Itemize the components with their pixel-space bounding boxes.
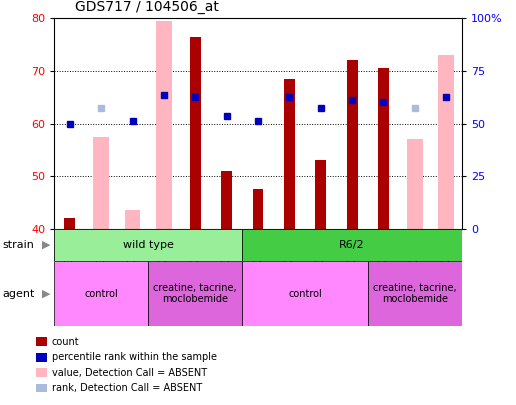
Text: percentile rank within the sample: percentile rank within the sample	[52, 352, 217, 362]
Bar	[347, 60, 358, 229]
Bar	[252, 189, 264, 229]
Bar	[315, 160, 326, 229]
Bar	[125, 211, 140, 229]
Text: ▶: ▶	[42, 289, 51, 298]
Bar	[221, 171, 232, 229]
Text: value, Detection Call = ABSENT: value, Detection Call = ABSENT	[52, 368, 207, 377]
Text: agent: agent	[3, 289, 35, 298]
Bar	[438, 55, 454, 229]
Text: R6/2: R6/2	[339, 240, 365, 250]
Text: rank, Detection Call = ABSENT: rank, Detection Call = ABSENT	[52, 383, 202, 393]
Text: creatine, tacrine,
moclobemide: creatine, tacrine, moclobemide	[373, 283, 457, 305]
Bar	[368, 261, 462, 326]
Bar	[156, 21, 172, 229]
Text: strain: strain	[3, 240, 35, 250]
Bar	[93, 137, 109, 229]
Bar	[378, 68, 389, 229]
Bar	[190, 36, 201, 229]
Text: control: control	[84, 289, 118, 298]
Bar	[54, 261, 148, 326]
Text: creatine, tacrine,
moclobemide: creatine, tacrine, moclobemide	[153, 283, 237, 305]
Bar	[54, 229, 243, 261]
Bar	[64, 218, 75, 229]
Text: GDS717 / 104506_at: GDS717 / 104506_at	[74, 0, 218, 15]
Text: ▶: ▶	[42, 240, 51, 250]
Text: count: count	[52, 337, 79, 347]
Text: wild type: wild type	[123, 240, 174, 250]
Bar	[284, 79, 295, 229]
Text: control: control	[288, 289, 322, 298]
Bar	[243, 229, 462, 261]
Bar	[407, 139, 423, 229]
Bar	[243, 261, 368, 326]
Bar	[148, 261, 243, 326]
